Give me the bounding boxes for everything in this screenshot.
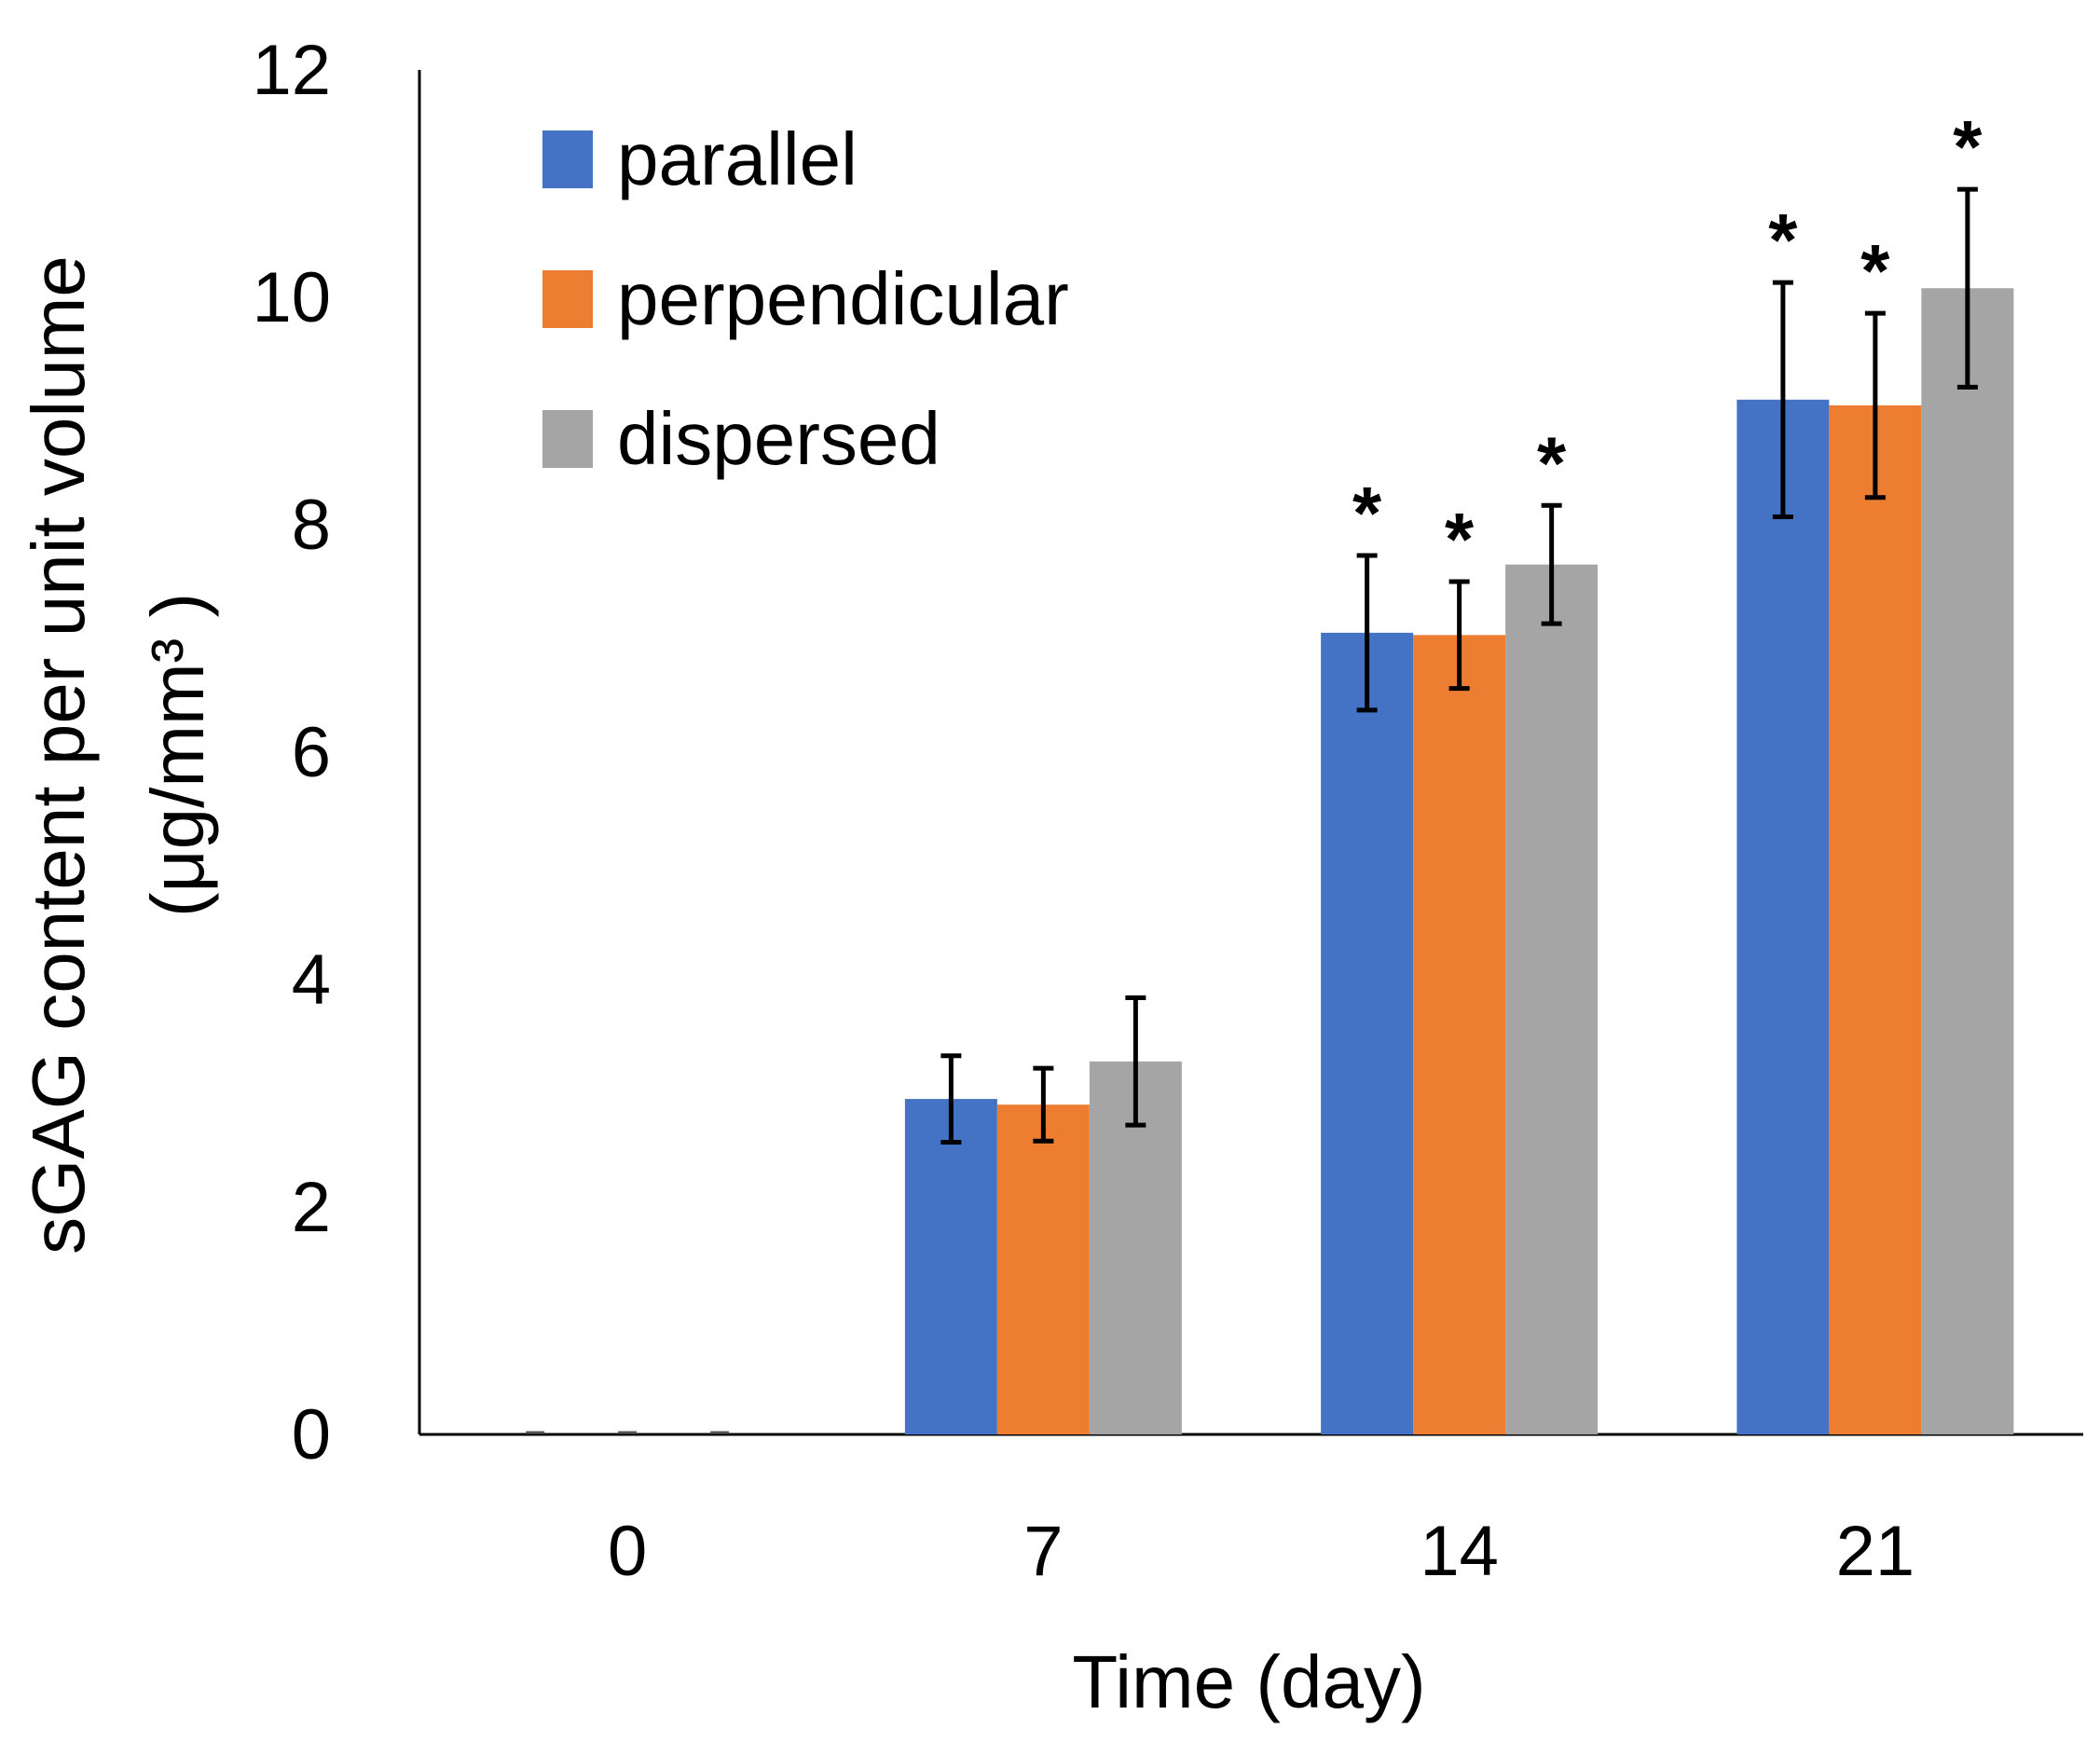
legend: parallel perpendicular dispersed [542, 117, 1069, 480]
bar-parallel-day-7 [904, 1099, 997, 1434]
x-tick-label: 21 [1836, 1512, 1915, 1591]
error-bar-parallel-day-7 [940, 1053, 962, 1145]
bar-parallel-day-14 [1321, 632, 1414, 1434]
x-tick-label: 0 [608, 1512, 647, 1591]
x-tick-label: 14 [1420, 1512, 1499, 1591]
y-tick-label: 8 [292, 486, 331, 565]
y-tick-labels: 0 2 4 6 8 10 12 [252, 31, 331, 1475]
significance-star: * [1953, 105, 1983, 188]
y-tick-label: 6 [292, 713, 331, 792]
significance-star: * [1352, 472, 1382, 555]
bar-perpendicular-day-7 [996, 1104, 1090, 1434]
significance-star: * [1445, 498, 1475, 581]
error-bar-perpendicular-day-14 [1448, 579, 1470, 692]
error-bar-perpendicular-day-7 [1033, 1065, 1054, 1144]
legend-swatch [542, 410, 593, 468]
y-tick-label: 12 [252, 31, 331, 110]
legend-item-parallel: parallel [542, 117, 858, 200]
x-axis-title: Time (day) [1072, 1640, 1425, 1723]
error-bar-parallel-day-21 [1772, 280, 1793, 519]
y-tick-label: 0 [292, 1395, 331, 1475]
error-bar-dispersed-day-7 [1125, 995, 1146, 1128]
legend-swatch [542, 130, 593, 188]
significance-star: * [1537, 421, 1567, 504]
y-tick-label: 10 [252, 258, 331, 337]
bar-dispersed-day-21 [1921, 288, 2014, 1434]
bar-series [526, 288, 2014, 1434]
legend-label: dispersed [617, 397, 940, 480]
y-axis-title-line2: (μg/mm³ ) [136, 593, 219, 917]
error-bar-parallel-day-14 [1356, 553, 1378, 713]
error-bar-dispersed-day-21 [1956, 186, 1978, 390]
legend-label: perpendicular [617, 257, 1069, 340]
y-tick-label: 4 [292, 940, 331, 1020]
legend-item-dispersed: dispersed [542, 397, 940, 480]
bar-parallel-day-21 [1736, 399, 1830, 1434]
y-axis-title: sGAG content per unit volume (μg/mm³ ) [17, 255, 219, 1255]
significance-marks: * * * * * * [1352, 105, 1983, 581]
legend-label: parallel [617, 117, 858, 200]
error-bar-perpendicular-day-21 [1864, 310, 1886, 501]
significance-star: * [1768, 199, 1798, 281]
significance-star: * [1860, 229, 1890, 312]
bar-dispersed-day-14 [1505, 564, 1599, 1434]
legend-swatch [542, 270, 593, 328]
x-tick-labels: 0 7 14 21 [608, 1512, 1915, 1591]
y-axis-title-line1: sGAG content per unit volume [17, 255, 100, 1255]
bar-perpendicular-day-21 [1829, 405, 1922, 1434]
bar-perpendicular-day-14 [1413, 635, 1506, 1434]
error-bars [940, 186, 1978, 1145]
legend-item-perpendicular: perpendicular [542, 257, 1069, 340]
error-bar-dispersed-day-14 [1541, 502, 1562, 626]
x-tick-label: 7 [1023, 1512, 1063, 1591]
y-tick-label: 2 [292, 1168, 331, 1247]
